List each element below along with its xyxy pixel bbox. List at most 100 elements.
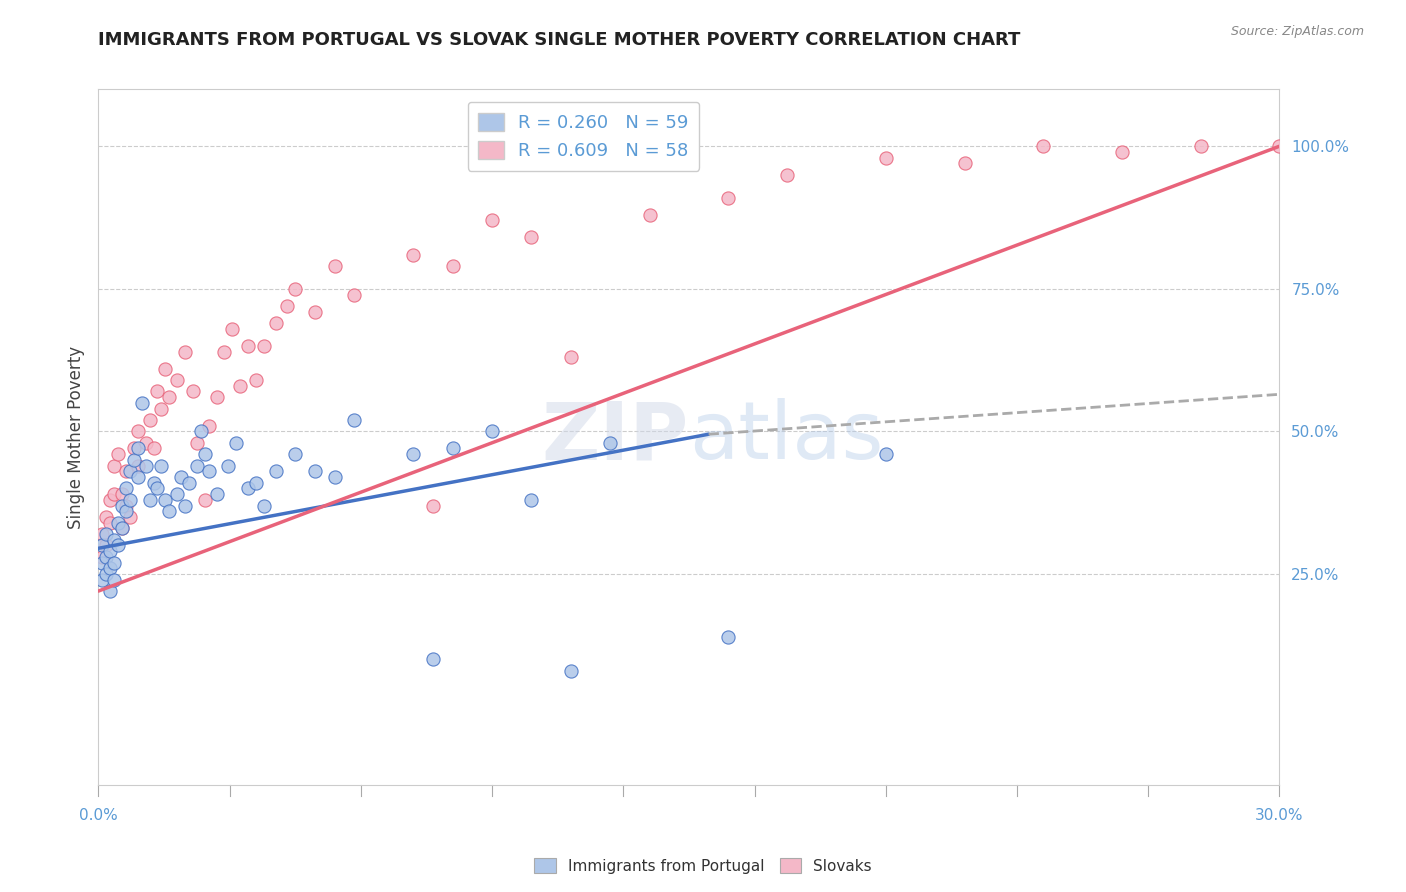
Point [142, 475, 165, 490]
Point [91, 556, 114, 570]
Point [111, 499, 134, 513]
Point [115, 464, 138, 478]
Point [1111, 145, 1133, 159]
Point [422, 499, 444, 513]
Point [127, 425, 149, 439]
Point [150, 401, 173, 416]
Text: 30.0%: 30.0% [1256, 808, 1303, 822]
Point [264, 464, 287, 478]
Point [107, 447, 129, 461]
Point [186, 435, 208, 450]
Point [953, 156, 976, 170]
Point [276, 299, 298, 313]
Point [166, 487, 188, 501]
Point [107, 516, 129, 530]
Point [776, 168, 799, 182]
Point [253, 339, 276, 353]
Point [96, 566, 118, 581]
Point [138, 492, 160, 507]
Point [111, 487, 134, 501]
Point [217, 458, 239, 473]
Point [146, 482, 169, 496]
Point [875, 151, 897, 165]
Point [103, 573, 125, 587]
Point [422, 652, 444, 666]
Point [103, 458, 125, 473]
Point [717, 630, 740, 644]
Point [155, 492, 177, 507]
Point [599, 435, 621, 450]
Point [98, 561, 121, 575]
Point [98, 584, 121, 599]
Point [186, 458, 208, 473]
Point [118, 510, 141, 524]
Point [157, 390, 180, 404]
Point [205, 390, 228, 404]
Point [91, 549, 114, 564]
Point [197, 418, 219, 433]
Point [111, 521, 134, 535]
Point [197, 464, 219, 478]
Text: 0.0%: 0.0% [79, 808, 118, 822]
Point [103, 533, 125, 547]
Point [96, 549, 118, 564]
Point [343, 287, 366, 301]
Point [170, 470, 193, 484]
Point [638, 208, 661, 222]
Point [142, 442, 165, 456]
Y-axis label: Single Mother Poverty: Single Mother Poverty [66, 345, 84, 529]
Point [127, 442, 149, 456]
Point [98, 516, 121, 530]
Point [118, 464, 141, 478]
Text: ZIP: ZIP [541, 398, 689, 476]
Point [146, 384, 169, 399]
Point [150, 458, 173, 473]
Point [520, 230, 543, 244]
Point [127, 470, 149, 484]
Point [236, 339, 259, 353]
Point [96, 510, 118, 524]
Point [717, 190, 740, 204]
Point [107, 538, 129, 552]
Point [91, 527, 114, 541]
Point [520, 492, 543, 507]
Point [115, 499, 138, 513]
Point [560, 350, 582, 364]
Point [115, 482, 138, 496]
Point [115, 504, 138, 518]
Point [177, 475, 200, 490]
Point [225, 435, 247, 450]
Point [96, 538, 118, 552]
Point [343, 413, 366, 427]
Point [127, 458, 149, 473]
Text: IMMIGRANTS FROM PORTUGAL VS SLOVAK SINGLE MOTHER POVERTY CORRELATION CHART: IMMIGRANTS FROM PORTUGAL VS SLOVAK SINGL… [98, 31, 1021, 49]
Point [323, 470, 346, 484]
Point [304, 304, 326, 318]
Point [284, 282, 307, 296]
Legend: R = 0.260   N = 59, R = 0.609   N = 58: R = 0.260 N = 59, R = 0.609 N = 58 [468, 102, 699, 171]
Text: atlas: atlas [689, 398, 883, 476]
Point [481, 425, 503, 439]
Point [166, 373, 188, 387]
Point [402, 447, 425, 461]
Point [91, 573, 114, 587]
Point [194, 492, 217, 507]
Point [135, 435, 157, 450]
Point [194, 447, 217, 461]
Point [245, 475, 267, 490]
Point [174, 344, 197, 359]
Point [229, 378, 252, 392]
Point [402, 247, 425, 261]
Point [135, 458, 157, 473]
Point [221, 322, 243, 336]
Text: Source: ZipAtlas.com: Source: ZipAtlas.com [1230, 25, 1364, 38]
Point [111, 521, 134, 535]
Point [91, 538, 114, 552]
Point [181, 384, 204, 399]
Point [1189, 139, 1212, 153]
Point [190, 425, 212, 439]
Point [96, 527, 118, 541]
Point [304, 464, 326, 478]
Point [264, 316, 287, 330]
Point [131, 396, 153, 410]
